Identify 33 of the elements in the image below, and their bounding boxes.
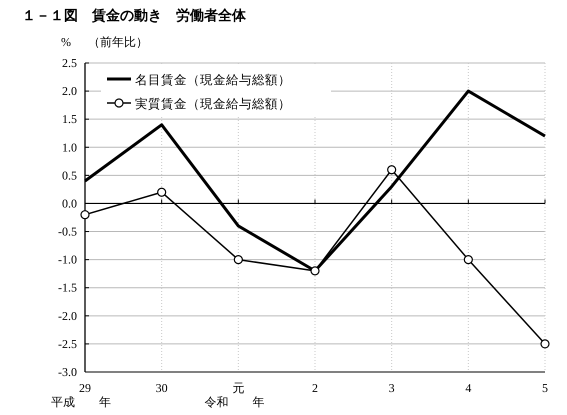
- text: 令和 年: [204, 395, 264, 409]
- x-tick-label: 2: [312, 381, 318, 395]
- y-tick-label: 2.0: [62, 84, 77, 98]
- y-tick-label: -1.0: [58, 252, 77, 267]
- y-axis-title: %: [61, 35, 71, 49]
- x-tick-label: 29: [79, 381, 91, 395]
- point: [157, 188, 166, 197]
- point: [540, 339, 550, 349]
- y-tick-label: 2.5: [62, 56, 77, 70]
- legend-label: 実質賃金（現金給与総額）: [135, 96, 291, 111]
- y-tick-label: -1.5: [58, 280, 77, 295]
- x-tick-label: 4: [465, 381, 472, 395]
- y-tick-label: -2.0: [58, 308, 77, 323]
- x-tick-label: 3: [388, 381, 395, 395]
- point: [464, 255, 473, 264]
- point: [234, 255, 243, 264]
- x-tick-label: 30: [156, 381, 168, 395]
- chart-subtitle: （前年比）: [88, 35, 148, 49]
- y-tick-label: -0.5: [58, 224, 77, 239]
- x-tick-label: 5: [542, 381, 548, 395]
- point: [80, 210, 90, 220]
- text: 平成 年: [51, 395, 111, 409]
- point: [387, 165, 396, 174]
- point: [310, 266, 320, 276]
- y-tick-label: -2.5: [58, 336, 77, 351]
- y-tick-label: -3.0: [58, 365, 77, 379]
- legend-label: 名目賃金（現金給与総額）: [135, 72, 291, 87]
- y-tick-label: 1.0: [62, 140, 77, 154]
- y-tick-label: 0.0: [62, 196, 77, 210]
- title: １－１図 賃金の動き 労働者全体: [22, 8, 246, 24]
- y-tick-label: 1.5: [62, 112, 77, 126]
- y-tick-label: 0.5: [62, 168, 77, 182]
- x-tick-label: 元: [232, 381, 244, 395]
